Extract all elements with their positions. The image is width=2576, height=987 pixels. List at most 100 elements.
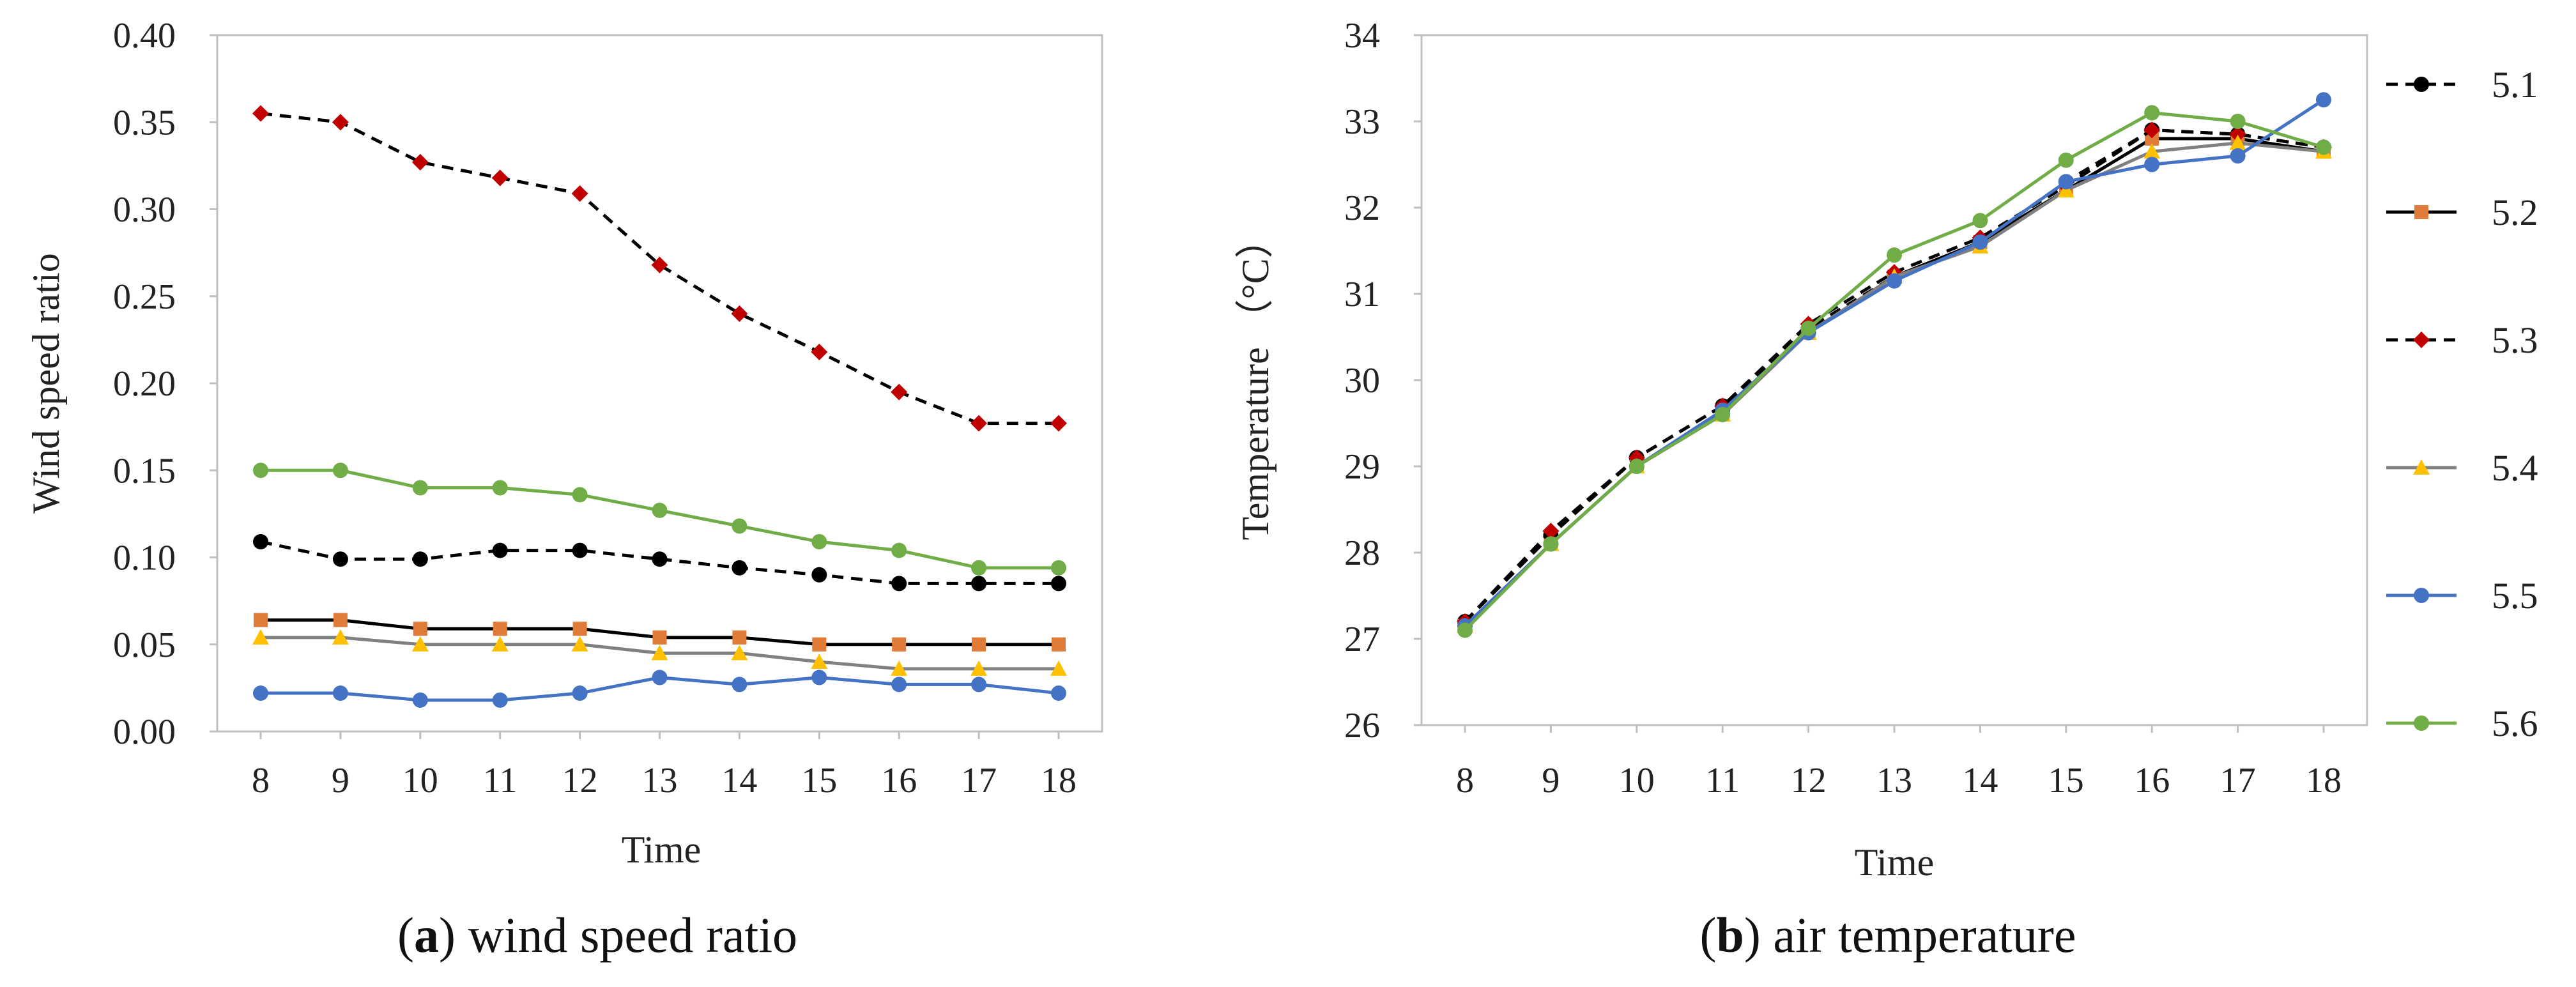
series-5-2-b [1458, 132, 2331, 633]
y-tick-label: 0.40 [113, 16, 176, 56]
y-tick-label: 0.00 [113, 712, 176, 752]
legend-item-5-5-label: 5.5 [2492, 575, 2538, 616]
legend-item-5-6-marker [2414, 715, 2429, 731]
series-5-5-point [2230, 148, 2246, 164]
series-5-4-point [571, 636, 588, 652]
series-5-5-line [1464, 98, 2325, 627]
series-5-1-point [1051, 576, 1066, 592]
legend-item-5-4: 5.4 [2386, 447, 2538, 489]
caption-a: (a) wind speed ratio [397, 907, 797, 963]
series-5-6-point [1887, 247, 1902, 263]
y-tick-label: 0.35 [113, 103, 176, 142]
legend-item-5-5-marker [2414, 588, 2429, 603]
series-5-4-point [2143, 143, 2161, 159]
series-5-4-point [1050, 660, 1067, 676]
series-5-3-point [651, 256, 668, 273]
x-tick-label: 8 [1456, 761, 1474, 800]
series-5-4-point [651, 645, 668, 661]
x-tick-label: 17 [961, 761, 997, 800]
series-5-3-line [1464, 128, 2324, 623]
series-5-4-point [491, 636, 509, 652]
series-5-3-point [970, 415, 988, 432]
series-5-6-point [971, 560, 987, 576]
series-5-4-point [252, 629, 269, 645]
x-tick-label: 12 [562, 761, 598, 800]
series-5-5-point [2058, 174, 2074, 190]
x-tick-label: 13 [642, 761, 678, 800]
x-tick-label: 10 [1619, 761, 1655, 800]
series-5-2-point [254, 613, 268, 627]
series-5-1-point [332, 551, 348, 567]
series-5-4-point [2229, 134, 2246, 150]
series-5-6-point [1457, 622, 1473, 638]
series-group-b [1457, 92, 2332, 638]
series-5-3-point [2143, 121, 2161, 139]
wind-speed-ratio-chart: 0.00 0.05 0.10 0.15 0.20 0.25 0.30 0.35 0.40 8 9 1… [25, 16, 1103, 963]
series-5-3-point [811, 343, 828, 360]
legend-item-5-2-label: 5.2 [2492, 192, 2538, 233]
x-tick-label: 18 [2306, 761, 2342, 800]
y-tick-label: 31 [1344, 275, 1380, 314]
series-5-6-line [1464, 111, 2324, 632]
series-5-1-point [572, 542, 588, 558]
series-5-1-point [492, 542, 508, 558]
series-5-1-line [260, 540, 1059, 585]
y-tick-label: 29 [1344, 447, 1380, 487]
series-5-6-point [253, 463, 268, 478]
series-5-2-point [572, 622, 587, 636]
caption-b-text: ) air temperature [1744, 907, 2076, 963]
x-tick-label: 11 [483, 761, 518, 800]
series-5-6-point [1629, 459, 1644, 474]
x-tick-label: 9 [332, 761, 349, 800]
x-axis-title-a: Time [622, 829, 702, 871]
series-5-6-point [1715, 407, 1731, 422]
y-tick-label: 0.10 [113, 539, 176, 578]
legend-item-5-2: 5.2 [2386, 192, 2538, 233]
x-tick-label: 18 [1041, 761, 1077, 800]
series-5-5-point [971, 677, 987, 692]
y-tick-label: 34 [1344, 16, 1380, 56]
series-5-2-point [493, 622, 507, 636]
series-5-6-point [732, 518, 747, 534]
series-5-1-point [811, 567, 827, 583]
series-5-6-point [412, 480, 428, 496]
y-axis-title-b: Temperature （°C） [1234, 220, 1276, 540]
caption-a-text: ) wind speed ratio [439, 907, 797, 963]
series-5-4-point [891, 660, 908, 676]
legend-item-5-6-label: 5.6 [2492, 703, 2538, 744]
series-5-6-point [891, 542, 907, 558]
series-5-2-a [254, 613, 1066, 652]
series-5-6-point [2230, 114, 2246, 129]
series-5-4-a [252, 629, 1067, 676]
y-tick-label: 0.15 [113, 451, 176, 491]
series-5-2-point [892, 637, 907, 652]
series-5-6-point [1800, 321, 1816, 336]
plot-area-a [216, 34, 1103, 733]
x-tick-label: 11 [1705, 761, 1740, 800]
x-tick-label: 16 [881, 761, 917, 800]
series-5-1-point [253, 533, 268, 549]
series-5-4-b [1457, 134, 2332, 633]
series-5-3-point [332, 114, 349, 131]
series-5-4-point [411, 636, 429, 652]
legend-item-5-3-marker [2413, 332, 2430, 348]
series-5-5-point [2144, 157, 2160, 172]
x-tick-label: 15 [2048, 761, 2084, 800]
series-5-6-point [1543, 536, 1559, 552]
series-5-3-point [1050, 415, 1067, 432]
series-5-5-point [732, 677, 747, 692]
x-tick-label: 9 [1542, 761, 1560, 800]
caption-a-open: ( [397, 907, 414, 963]
series-5-2-point [333, 613, 348, 627]
series-5-2-point [812, 637, 827, 652]
series-5-2-point [2145, 132, 2159, 146]
y-tick-label: 0.25 [113, 277, 176, 317]
series-5-5-point [492, 692, 508, 708]
series-5-6-point [811, 533, 827, 549]
y-axis-title-a: Wind speed ratio [25, 253, 67, 513]
series-5-6-point [2144, 105, 2160, 121]
y-tick-label: 33 [1344, 102, 1380, 142]
series-5-6-point [2058, 152, 2074, 168]
series-5-3-point [2229, 126, 2246, 143]
